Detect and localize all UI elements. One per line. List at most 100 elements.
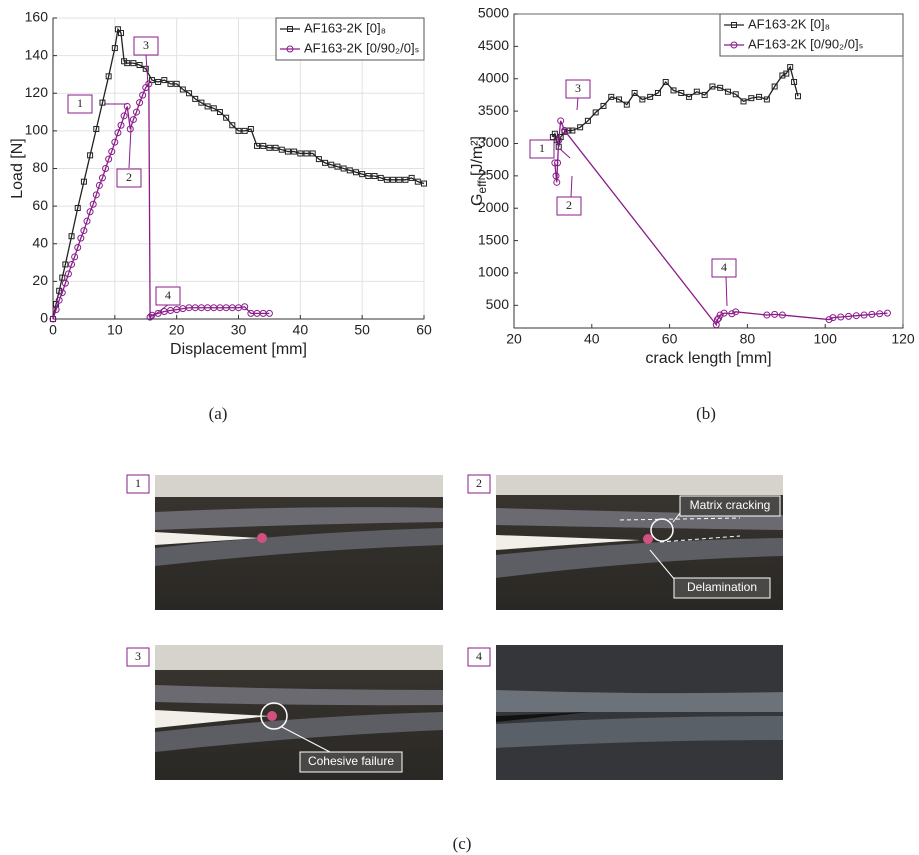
marker [608, 93, 615, 100]
marker [80, 227, 88, 235]
marker [111, 138, 119, 146]
marker [717, 84, 724, 91]
marker [686, 93, 693, 100]
annotation-box [556, 196, 582, 216]
photo-label: 3 [135, 649, 141, 663]
marker [763, 311, 771, 319]
marker [322, 159, 329, 166]
marker [334, 163, 341, 170]
marker [142, 65, 149, 72]
annotation-box [116, 168, 142, 188]
marker [83, 217, 91, 225]
marker [396, 176, 403, 183]
marker [121, 58, 128, 65]
marker [118, 30, 125, 37]
legend-box [275, 17, 425, 61]
annotation-box [711, 258, 737, 278]
marker [309, 150, 316, 157]
y-tick-label: 4500 [478, 37, 509, 53]
photo: Cohesive failure 3 [126, 645, 443, 780]
marker [371, 173, 378, 180]
marker [55, 296, 63, 304]
caption: (c) [453, 834, 472, 853]
annotation-leader [576, 96, 579, 111]
photo: Matrix cracking Delamination 2 [467, 474, 783, 610]
marker [377, 174, 384, 181]
marker [265, 309, 273, 317]
y-tick-label: 20 [32, 272, 48, 288]
marker [561, 127, 569, 135]
x-tick-label: 60 [662, 331, 678, 347]
legend-entry: AF163-2K [0/90₂/0]ₛ [304, 40, 420, 55]
annotation-leader [725, 276, 728, 307]
marker [631, 89, 638, 96]
marker [68, 260, 76, 268]
x-tick-label: 40 [293, 322, 309, 338]
marker [825, 316, 833, 324]
marker [87, 152, 94, 159]
marker [173, 80, 180, 87]
marker [186, 90, 193, 97]
marker [303, 150, 310, 157]
marker [569, 127, 576, 134]
y-axis-label-part: [J/m²] [469, 136, 486, 180]
marker [421, 180, 427, 187]
marker [223, 114, 230, 121]
marker [136, 99, 144, 107]
marker [272, 144, 279, 151]
marker [837, 313, 845, 321]
x-tick-label: 0 [49, 322, 57, 338]
marker [71, 253, 79, 261]
legend-marker [730, 41, 738, 49]
marker [62, 261, 69, 268]
marker [365, 173, 372, 180]
marker [95, 181, 103, 189]
annotation-box [67, 94, 93, 114]
legend-box [719, 13, 904, 57]
marker [732, 308, 740, 316]
marker [787, 64, 794, 71]
marker [241, 303, 249, 311]
marker [584, 117, 591, 124]
marker [728, 310, 736, 318]
marker [616, 96, 623, 103]
y-axis-label-part: G [469, 194, 486, 206]
marker [883, 309, 891, 317]
marker [771, 310, 779, 318]
marker [763, 96, 770, 103]
marker [155, 78, 162, 85]
marker [639, 96, 646, 103]
marker [278, 146, 285, 153]
annotation-box [133, 36, 159, 56]
photo-label: 4 [476, 649, 482, 663]
marker [154, 309, 162, 317]
marker [600, 102, 607, 109]
annotation-leader [570, 175, 573, 198]
marker [876, 310, 884, 318]
marker [52, 306, 60, 314]
marker [868, 310, 876, 318]
marker [247, 125, 254, 132]
annotation-box [565, 79, 591, 99]
marker [554, 159, 562, 167]
y-tick-label: 0 [40, 310, 48, 326]
legend-entry: AF163-2K [0/90₂/0]ₛ [748, 36, 864, 51]
x-tick-label: 40 [584, 331, 600, 347]
x-tick-label: 30 [231, 322, 247, 338]
y-axis-label: Load [N] [9, 138, 26, 198]
caption: (b) [696, 404, 716, 423]
marker [98, 174, 106, 182]
marker [58, 289, 66, 297]
marker [709, 83, 716, 90]
marker [114, 26, 121, 33]
marker [99, 99, 106, 106]
marker [623, 101, 630, 108]
callout: Delamination [687, 580, 757, 594]
marker [845, 312, 853, 320]
marker [551, 159, 559, 167]
legend-entry: AF163-2K [0]₈ [304, 20, 386, 35]
x-tick-label: 80 [740, 331, 756, 347]
marker [693, 88, 700, 95]
marker [654, 89, 661, 96]
marker [111, 45, 118, 52]
